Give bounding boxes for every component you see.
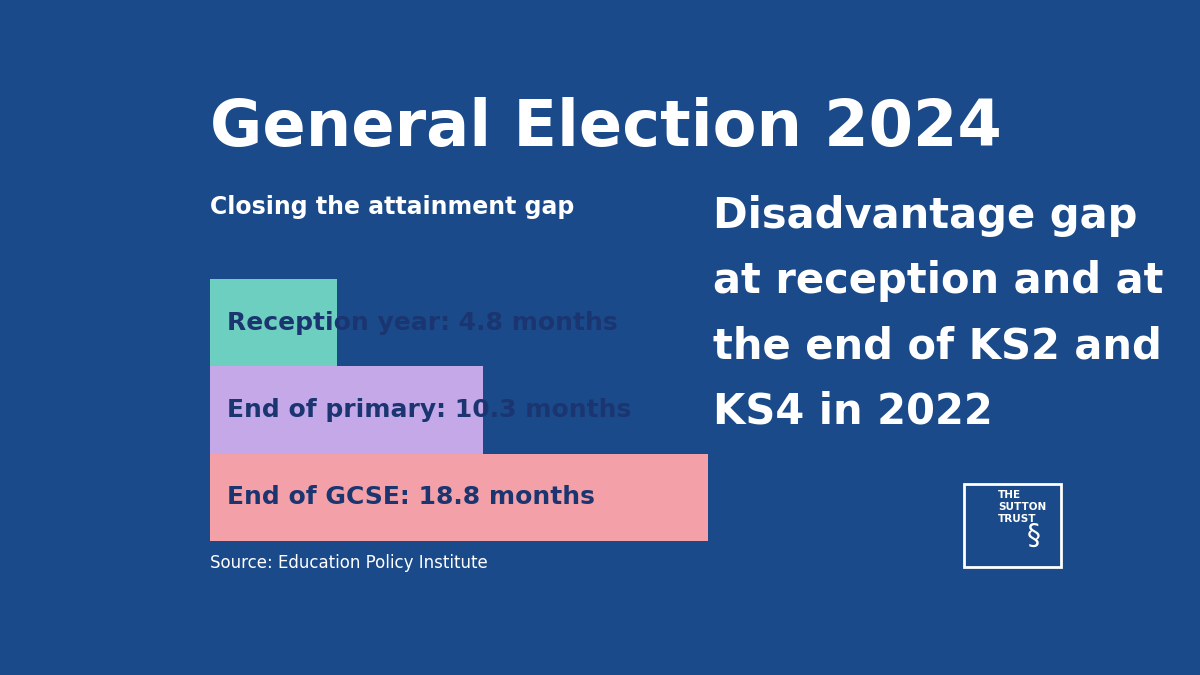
Text: the end of KS2 and: the end of KS2 and bbox=[713, 325, 1162, 367]
Bar bbox=[210, 454, 708, 541]
Text: at reception and at: at reception and at bbox=[713, 261, 1163, 302]
Text: Source: Education Policy Institute: Source: Education Policy Institute bbox=[210, 554, 488, 572]
Bar bbox=[210, 367, 484, 454]
Text: Reception year: 4.8 months: Reception year: 4.8 months bbox=[227, 310, 618, 335]
Text: Closing the attainment gap: Closing the attainment gap bbox=[210, 195, 575, 219]
Bar bbox=[210, 279, 337, 367]
Text: THE
SUTTON
TRUST: THE SUTTON TRUST bbox=[998, 491, 1046, 524]
Text: KS4 in 2022: KS4 in 2022 bbox=[713, 390, 992, 432]
Text: Disadvantage gap: Disadvantage gap bbox=[713, 195, 1138, 238]
Text: End of GCSE: 18.8 months: End of GCSE: 18.8 months bbox=[227, 485, 595, 510]
Text: End of primary: 10.3 months: End of primary: 10.3 months bbox=[227, 398, 631, 422]
Text: §: § bbox=[1027, 521, 1040, 549]
Text: General Election 2024: General Election 2024 bbox=[210, 97, 1002, 159]
Bar bbox=[964, 484, 1062, 567]
